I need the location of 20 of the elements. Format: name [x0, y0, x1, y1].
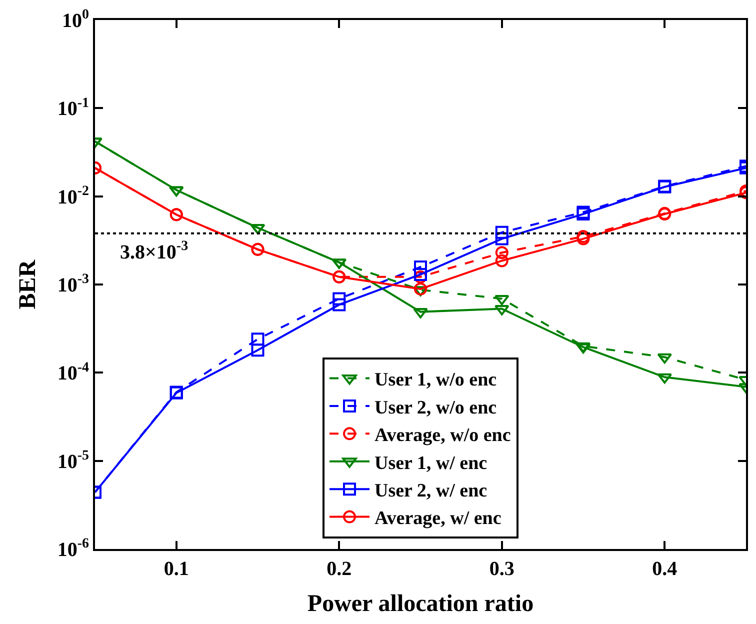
y-tick-label: 10$^{0}$ — [62, 8, 89, 32]
legend-label: User 2, w/ enc — [374, 480, 488, 502]
x-tick-label: 0.1 — [164, 558, 189, 580]
y-tick-label: 10$^{-4}$ — [57, 360, 89, 385]
x-axis-title: Power allocation ratio — [307, 590, 534, 617]
x-tick-label: 0.3 — [489, 558, 514, 580]
x-tick-label: 0.4 — [652, 558, 678, 580]
legend-label: User 1, w/ enc — [374, 452, 488, 474]
y-tick-label: 10$^{-2}$ — [57, 184, 89, 208]
y-axis-title: BER — [14, 259, 41, 310]
y-tick-label: 10$^{-5}$ — [57, 448, 89, 473]
x-tick-label: 0.2 — [326, 558, 352, 580]
ref-line-label: 3.8×10$^{-3}$ — [120, 239, 188, 264]
y-tick-label: 10$^{-6}$ — [57, 536, 89, 561]
y-tick-label: 10$^{-1}$ — [57, 96, 89, 120]
legend-label: User 1, w/o enc — [374, 370, 497, 391]
legend-label: Average, w/o enc — [374, 425, 511, 446]
legend-label: User 2, w/o enc — [374, 397, 497, 418]
y-tick-label: 10$^{-3}$ — [57, 272, 89, 296]
legend-label: Average, w/ enc — [374, 508, 502, 530]
